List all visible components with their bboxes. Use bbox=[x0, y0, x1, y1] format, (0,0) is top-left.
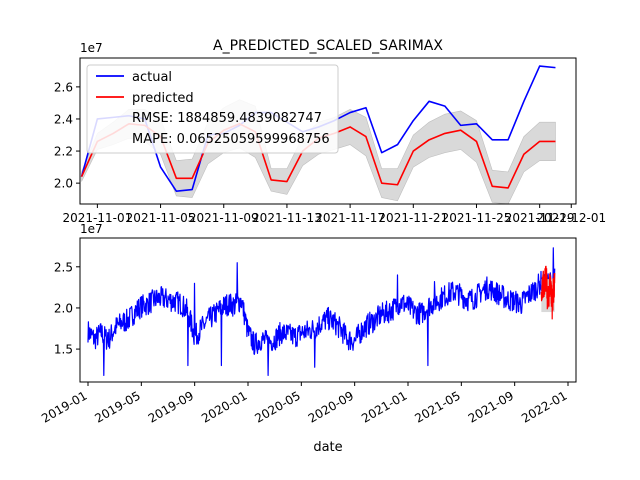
top-x-axis: 2021-11-012021-11-052021-11-092021-11-13… bbox=[63, 204, 606, 225]
bottom-x-tick-label: 2020-05 bbox=[252, 388, 302, 425]
legend-predicted-label: predicted bbox=[132, 91, 194, 106]
bottom-x-tick-label: 2020-09 bbox=[306, 388, 356, 425]
legend-rmse-label: RMSE: 1884859.4839082747 bbox=[132, 111, 322, 126]
top-axes-frame bbox=[79, 57, 577, 205]
bottom-offset-label: 1e7 bbox=[80, 222, 103, 236]
bottom-x-tick-label: 2021-01 bbox=[359, 388, 409, 425]
bottom-x-tick-label: 2021-09 bbox=[466, 388, 516, 425]
bottom-x-tick-label: 2020-01 bbox=[199, 388, 249, 425]
top-offset-label: 1e7 bbox=[80, 41, 103, 55]
top-x-tick-label: 2021-11-09 bbox=[189, 211, 259, 225]
bottom-series-line-predicted bbox=[540, 265, 556, 320]
bottom-x-tick-label: 2022-01 bbox=[519, 388, 569, 425]
top-x-tick-label: 2021-12-01 bbox=[536, 211, 606, 225]
bottom-y-axis: 1.5 2.0 2.5 bbox=[54, 260, 80, 357]
bottom-y-tick-label: 2.5 bbox=[54, 260, 73, 274]
top-chart-title: A_PREDICTED_SCALED_SARIMAX bbox=[213, 38, 443, 54]
bottom-x-tick-label: 2019-09 bbox=[146, 388, 196, 425]
top-y-tick-label: 2.2 bbox=[54, 145, 73, 159]
bottom-chart: 1e7 1.52.02.5 2019-01 2019-05 2019-09 2020-… bbox=[39, 222, 577, 455]
legend: actual predicted RMSE: 1884859.483908274… bbox=[86, 64, 339, 154]
top-y-tick-label: 2.4 bbox=[54, 112, 73, 126]
legend-box bbox=[86, 64, 339, 154]
top-x-tick-label: 2021-11-21 bbox=[378, 211, 448, 225]
bottom-x-tick-label: 2019-01 bbox=[39, 388, 89, 425]
top-x-tick-label: 2021-11-29 bbox=[505, 211, 575, 225]
legend-mape-label: MAPE: 0.06525059599968756 bbox=[132, 132, 330, 147]
top-y-tick-label: 2.6 bbox=[54, 80, 73, 94]
bottom-x-tick-label: 2019-05 bbox=[92, 388, 142, 425]
top-y-axis: 2.0 2.2 2.4 2.6 bbox=[54, 80, 80, 191]
bottom-y-tick-label: 2.0 bbox=[54, 301, 73, 315]
top-x-tick-label: 2021-11-17 bbox=[315, 211, 385, 225]
top-x-tick-label: 2021-11-25 bbox=[442, 211, 512, 225]
bottom-plot-area bbox=[87, 247, 556, 376]
bottom-x-axis: 2019-01 2019-05 2019-09 2020-01 2020-05 2020-… bbox=[39, 382, 570, 426]
bottom-y-tick-label: 1.5 bbox=[54, 343, 73, 357]
bottom-axes-frame bbox=[79, 237, 577, 383]
bottom-x-axis-label: date bbox=[313, 440, 342, 455]
top-chart: A_PREDICTED_SCALED_SARIMAX 1e7 2.0 2.2 2.4… bbox=[54, 38, 606, 225]
legend-actual-label: actual bbox=[132, 70, 172, 85]
top-x-tick-label: 2021-11-13 bbox=[252, 211, 322, 225]
bottom-x-tick-label: 2021-05 bbox=[412, 388, 462, 425]
top-x-tick-label: 2021-11-01 bbox=[63, 211, 133, 225]
bottom-series-line-actual bbox=[87, 247, 556, 376]
top-y-tick-label: 2.0 bbox=[54, 177, 73, 191]
top-x-tick-label: 2021-11-05 bbox=[126, 211, 196, 225]
